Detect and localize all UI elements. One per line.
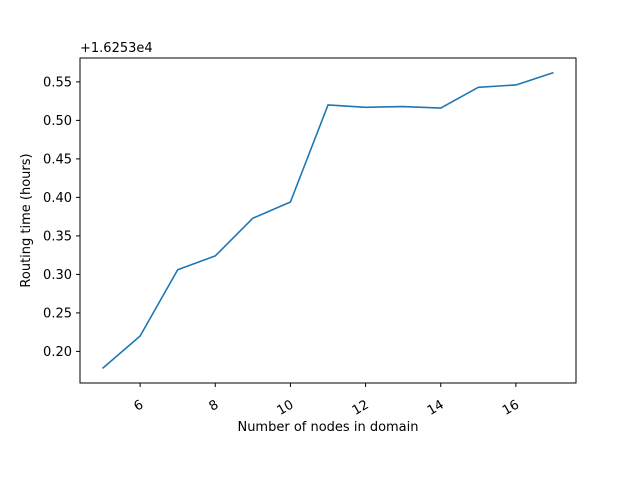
- y-axis-ticks: 0.20 0.25 0.30 0.35 0.40 0.45 0.50 0.55: [43, 75, 80, 360]
- x-tick-label: 10: [275, 397, 297, 418]
- y-tick-label: 0.30: [43, 268, 72, 283]
- x-tick-label: 16: [500, 397, 522, 418]
- x-tick-label: 14: [425, 397, 447, 418]
- y-offset-label: +1.6253e4: [80, 41, 153, 56]
- x-tick-label: 12: [350, 397, 372, 418]
- y-axis-label: Routing time (hours): [19, 153, 34, 287]
- y-tick-label: 0.55: [43, 75, 72, 90]
- x-axis-label: Number of nodes in domain: [237, 420, 418, 435]
- y-tick-label: 0.35: [43, 229, 72, 244]
- axes-frame: [79, 57, 577, 384]
- series-layer: [102, 71, 554, 369]
- y-tick-label: 0.40: [43, 191, 72, 206]
- y-tick-label: 0.25: [43, 306, 72, 321]
- y-tick-label: 0.45: [43, 152, 72, 167]
- y-tick-label: 0.20: [43, 345, 72, 360]
- y-tick-label: 0.50: [43, 114, 72, 129]
